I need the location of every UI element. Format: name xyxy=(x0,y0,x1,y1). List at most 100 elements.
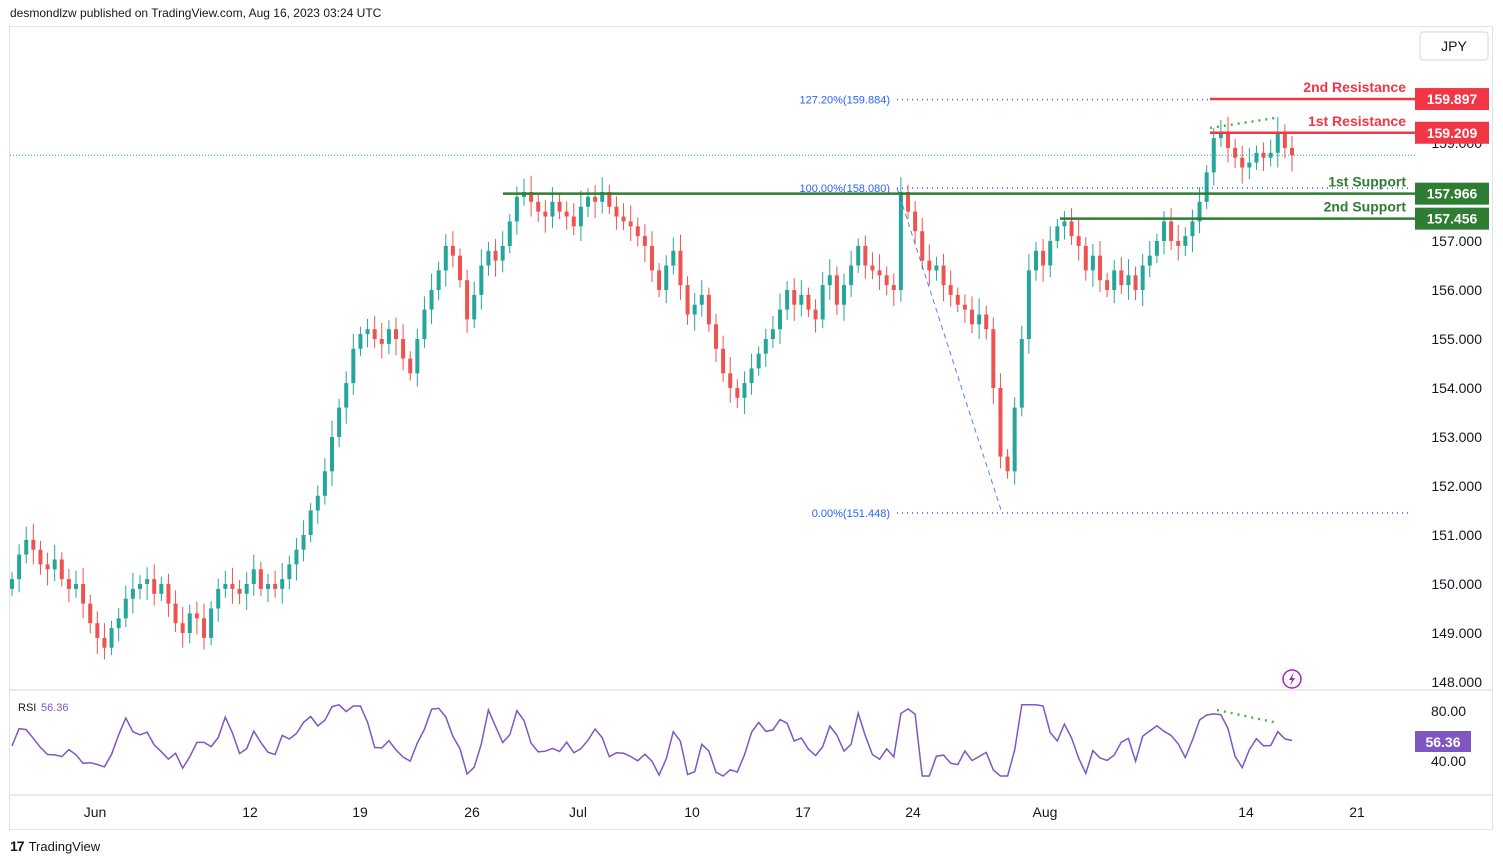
candle-body xyxy=(827,275,832,286)
support-resistance-levels: 2nd Resistance 159.897 1st Resistance 159.2… xyxy=(503,79,1489,230)
candle-body xyxy=(173,603,178,624)
candle-body xyxy=(948,285,953,295)
candle-body xyxy=(920,231,925,261)
time-tick: Aug xyxy=(1033,804,1058,820)
candle-body xyxy=(728,373,733,388)
candle-body xyxy=(799,294,804,305)
candle-body xyxy=(493,250,498,261)
candle-body xyxy=(1112,270,1117,290)
lightning-icon[interactable] xyxy=(1282,669,1302,689)
candle-body xyxy=(849,265,854,286)
currency-label: JPY xyxy=(1441,38,1467,54)
candle-body xyxy=(1197,201,1202,222)
candle-body xyxy=(870,265,875,271)
candle-body xyxy=(650,245,654,271)
time-tick: 17 xyxy=(795,804,811,820)
candle-body xyxy=(202,618,206,638)
candle-body xyxy=(17,554,22,580)
time-tick: 19 xyxy=(352,804,368,820)
tradingview-logo-icon: 17 xyxy=(10,838,25,854)
candle-body xyxy=(842,285,846,305)
candles xyxy=(10,117,1294,660)
candle-body xyxy=(756,353,761,369)
candle-body xyxy=(941,265,946,286)
candle-body xyxy=(365,329,370,335)
candle-body xyxy=(258,569,263,589)
candle-body xyxy=(1034,250,1038,271)
candle-body xyxy=(436,270,441,290)
candle-body xyxy=(614,206,619,217)
candle-body xyxy=(66,579,71,589)
candle-body xyxy=(10,579,14,589)
price-tick: 155.000 xyxy=(1431,331,1482,347)
candle-body xyxy=(1026,270,1031,339)
candle-body xyxy=(877,270,882,276)
candle-body xyxy=(1169,221,1174,241)
candle-body xyxy=(123,598,128,619)
candle-body xyxy=(806,294,811,310)
candle-body xyxy=(571,216,576,227)
candle-body xyxy=(1233,147,1238,158)
candle-body xyxy=(1069,221,1074,237)
price-tick: 153.000 xyxy=(1431,429,1482,445)
time-tick: 14 xyxy=(1238,804,1254,820)
candle-body xyxy=(1247,162,1252,168)
price-tick: 157.000 xyxy=(1431,233,1482,249)
candle-body xyxy=(557,201,562,212)
candle-body xyxy=(898,192,903,290)
candle-body xyxy=(834,275,839,305)
candle-body xyxy=(1147,255,1152,266)
candle-body xyxy=(458,255,462,281)
candle-body xyxy=(1076,236,1081,246)
candle-body xyxy=(237,588,242,594)
candle-body xyxy=(742,383,747,398)
level-price-badge xyxy=(1415,207,1489,230)
candle-body xyxy=(280,579,285,589)
candle-body xyxy=(792,290,797,305)
candle-body xyxy=(308,510,313,535)
level-price-text: 159.209 xyxy=(1427,125,1478,141)
footer-logo-text: TradingView xyxy=(28,838,101,854)
candle-body xyxy=(642,236,647,246)
candle-body xyxy=(1240,157,1245,168)
candle-body xyxy=(514,196,519,222)
candle-body xyxy=(1261,152,1266,158)
candle-body xyxy=(600,192,605,202)
level-label: 1st Resistance xyxy=(1308,113,1406,129)
candle-body xyxy=(52,559,57,570)
candle-body xyxy=(578,206,583,227)
level-price-badge xyxy=(1415,121,1489,144)
candle-body xyxy=(785,290,790,310)
candle-body xyxy=(1154,241,1159,256)
candle-body xyxy=(671,250,676,266)
time-tick: 24 xyxy=(905,804,921,820)
candle-body xyxy=(1140,265,1145,290)
candle-body xyxy=(1162,221,1166,241)
candle-body xyxy=(344,383,349,408)
candle-body xyxy=(1105,280,1110,290)
candle-body xyxy=(564,211,569,217)
candle-body xyxy=(891,285,896,290)
candle-body xyxy=(166,584,171,604)
currency-button[interactable]: JPY xyxy=(1419,31,1489,61)
candle-body xyxy=(906,192,910,212)
candle-body xyxy=(109,628,114,648)
candle-body xyxy=(813,309,818,320)
candle-body xyxy=(1048,241,1053,266)
candle-body xyxy=(1005,456,1010,472)
candle-body xyxy=(31,539,36,550)
price-divergence-line xyxy=(1209,116,1276,130)
price-tick: 154.000 xyxy=(1431,380,1482,396)
level-price-text: 157.966 xyxy=(1427,186,1478,202)
rsi-badge-value: 56.36 xyxy=(1425,734,1460,750)
candle-body xyxy=(1226,133,1230,148)
candle-body xyxy=(635,226,640,237)
candle-body xyxy=(998,388,1003,457)
candle-body xyxy=(138,584,142,589)
level-price-badge xyxy=(1415,88,1489,111)
time-tick: Jul xyxy=(569,804,587,820)
candle-body xyxy=(386,329,391,344)
candle-body xyxy=(1204,172,1209,202)
rsi-label: RSI xyxy=(18,702,36,714)
